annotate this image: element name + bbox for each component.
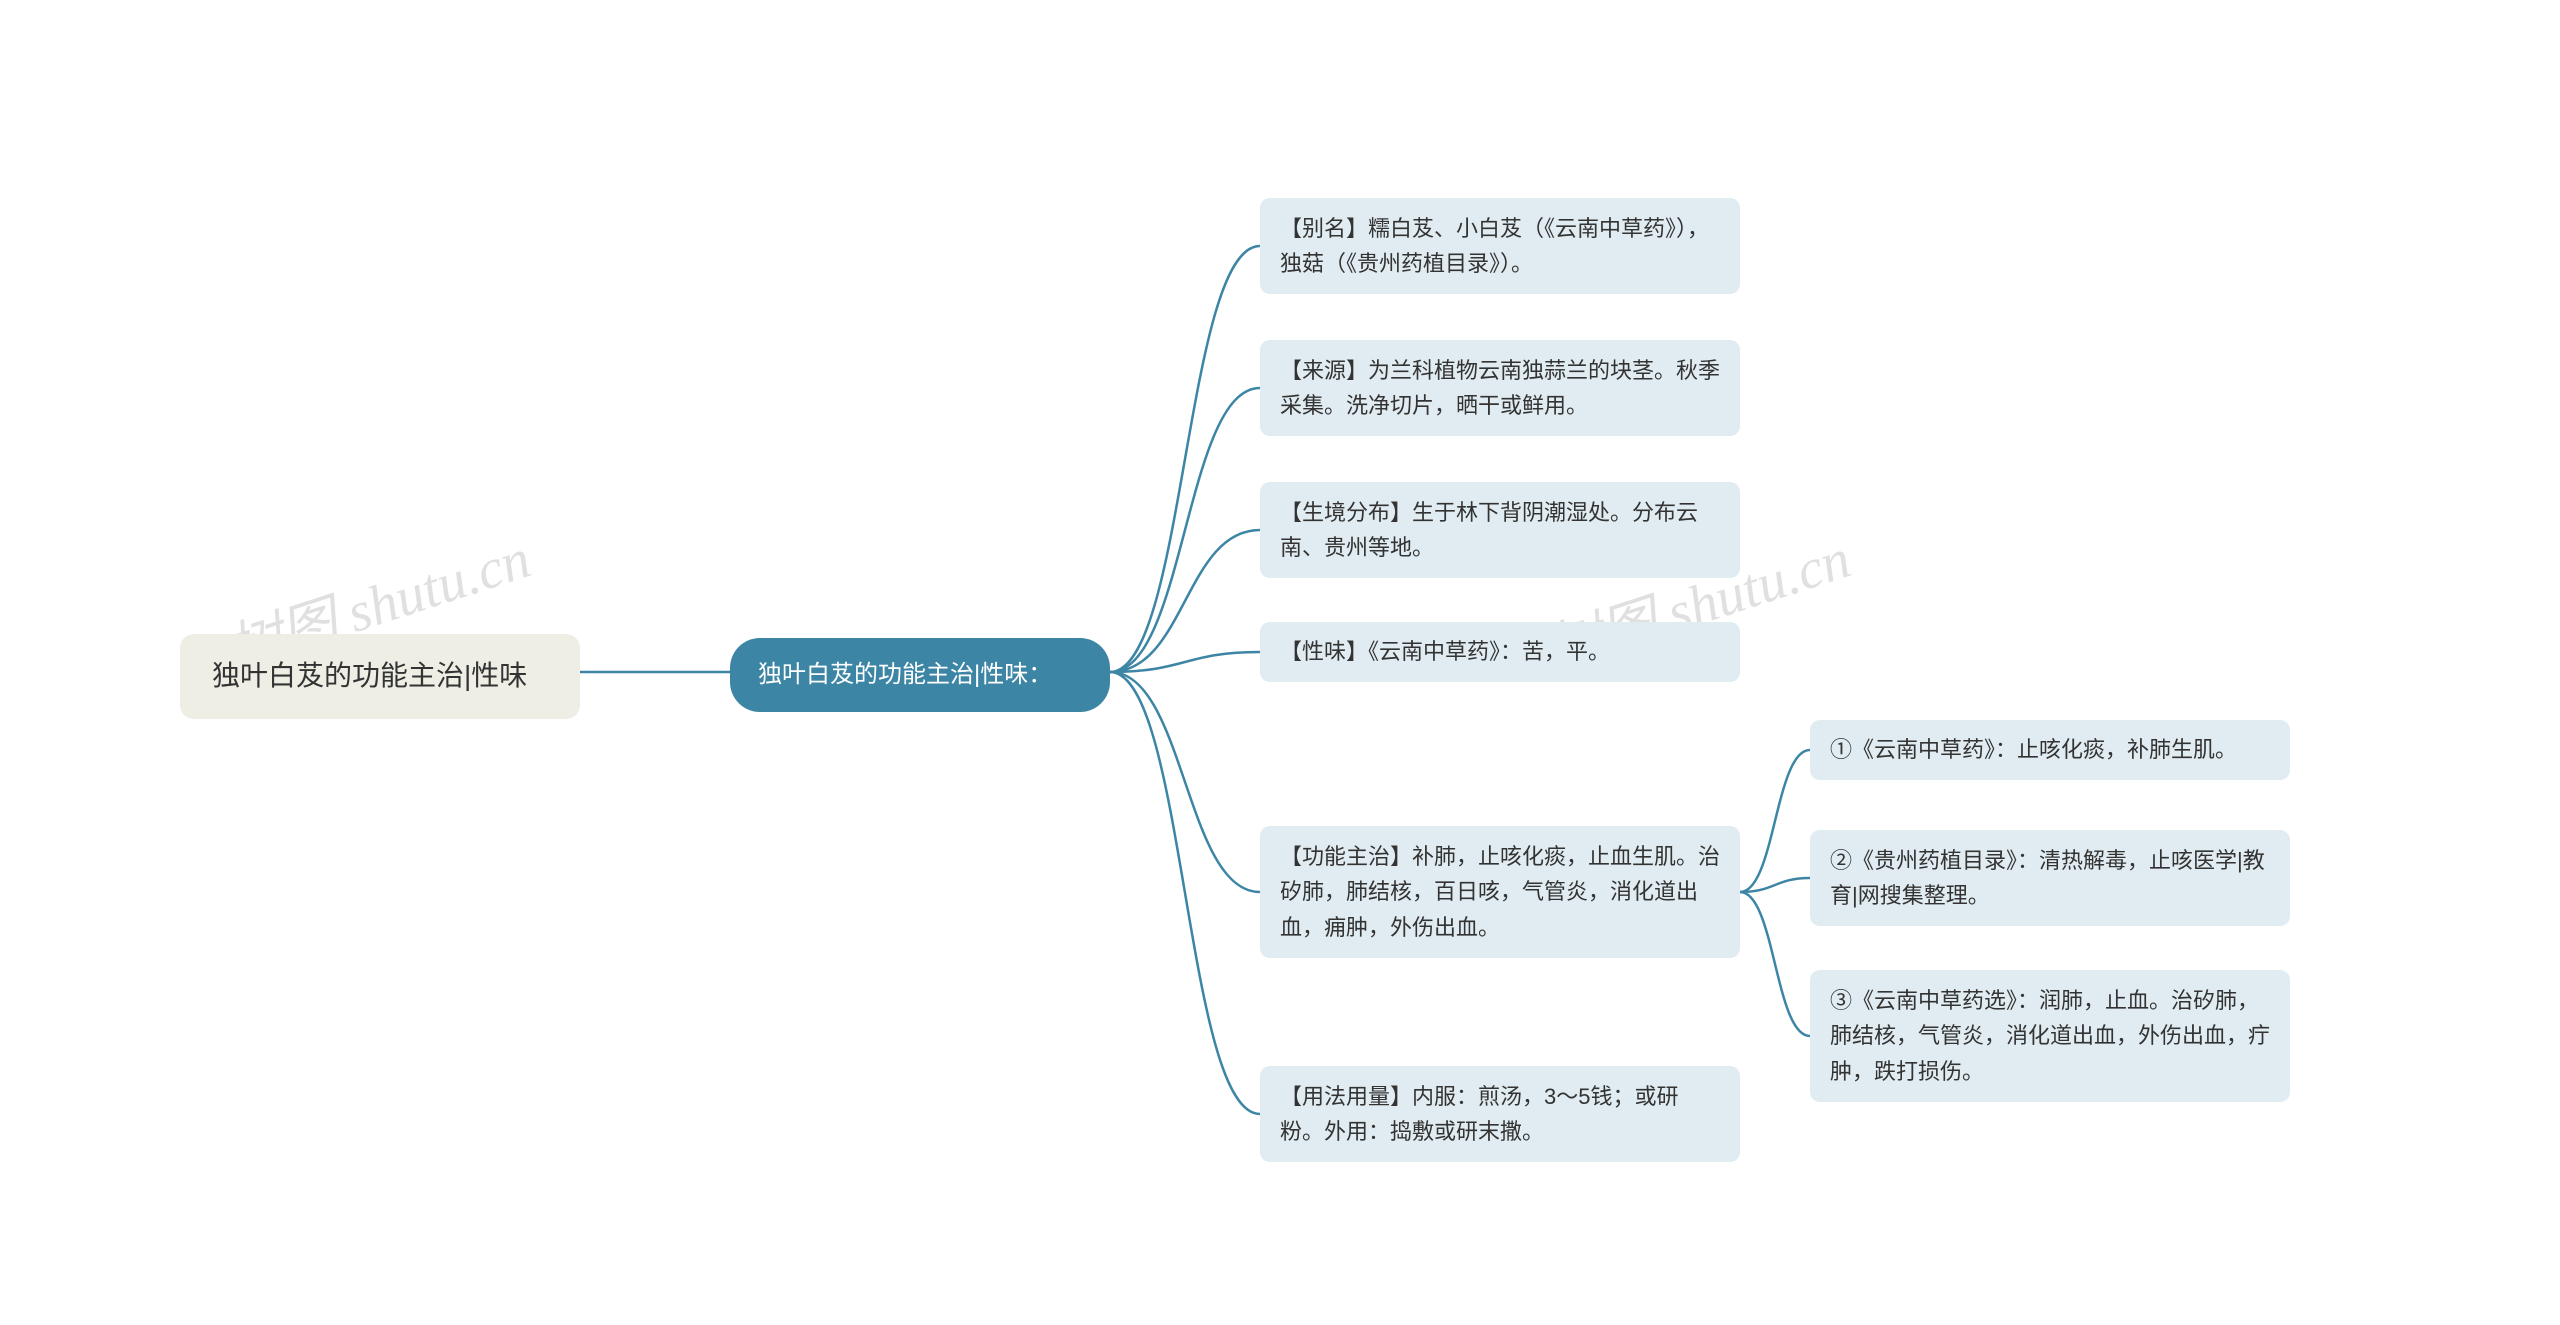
mindmap-node-alias[interactable]: 【别名】糯白芨、小白芨（《云南中草药》），独菇（《贵州药植目录》）。	[1260, 198, 1740, 294]
connector	[1740, 878, 1810, 892]
mindmap-node-ref3[interactable]: ③《云南中草药选》：润肺，止血。治矽肺，肺结核，气管炎，消化道出血，外伤出血，疔…	[1810, 970, 2290, 1102]
mindmap-node-ref2[interactable]: ②《贵州药植目录》：清热解毒，止咳医学|教育|网搜集整理。	[1810, 830, 2290, 926]
connector	[1110, 672, 1260, 892]
connector	[1740, 750, 1810, 892]
mindmap-node-function[interactable]: 【功能主治】补肺，止咳化痰，止血生肌。治矽肺，肺结核，百日咳，气管炎，消化道出血…	[1260, 826, 1740, 958]
connector	[1110, 246, 1260, 672]
connector	[1740, 892, 1810, 1036]
mindmap-node-ref1[interactable]: ①《云南中草药》：止咳化痰，补肺生肌。	[1810, 720, 2290, 780]
connector	[1110, 388, 1260, 672]
mindmap-node-habitat[interactable]: 【生境分布】生于林下背阴潮湿处。分布云南、贵州等地。	[1260, 482, 1740, 578]
connector	[1110, 672, 1260, 1114]
connector	[1110, 652, 1260, 672]
mindmap-node-level1[interactable]: 独叶白芨的功能主治|性味：	[730, 638, 1110, 712]
connector	[1110, 530, 1260, 672]
mindmap-node-source[interactable]: 【来源】为兰科植物云南独蒜兰的块茎。秋季采集。洗净切片，晒干或鲜用。	[1260, 340, 1740, 436]
mindmap-node-flavor[interactable]: 【性味】《云南中草药》：苦，平。	[1260, 622, 1740, 682]
mindmap-root[interactable]: 独叶白芨的功能主治|性味	[180, 634, 580, 719]
mindmap-node-dosage[interactable]: 【用法用量】内服：煎汤，3～5钱；或研粉。外用：捣敷或研末撒。	[1260, 1066, 1740, 1162]
